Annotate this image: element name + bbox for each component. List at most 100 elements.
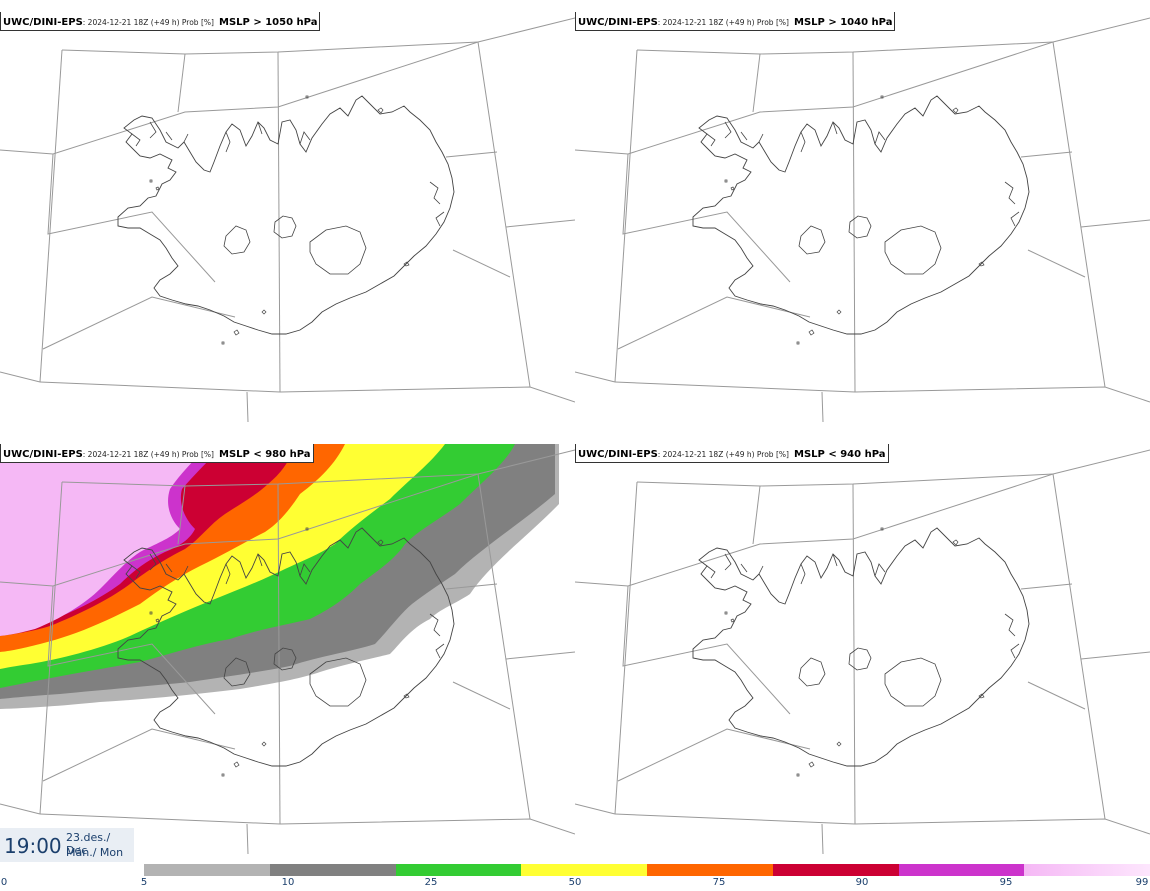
island-outline: [724, 611, 728, 615]
glacier-outline: [309, 225, 367, 275]
graticule-line: [0, 449, 575, 587]
graticule-line: [852, 483, 856, 825]
glacier-outline: [798, 657, 826, 687]
coastline-path: [692, 95, 1030, 335]
colorbar-labels: 0 5 10 25 50 75 90 95 99: [0, 877, 1150, 891]
graticule-line: [477, 473, 531, 820]
colorbar-tick-label: 99: [1135, 877, 1149, 888]
island-outline: [233, 761, 240, 768]
map-canvas: [575, 17, 1150, 423]
graticule-line: [575, 449, 1150, 587]
glacier-outline: [884, 657, 942, 707]
island-outline: [403, 693, 410, 699]
graticule-lines: [575, 17, 1150, 423]
map-canvas: [575, 449, 1150, 855]
island-outline: [377, 107, 384, 114]
colorbar-tick-label: 0: [0, 877, 8, 888]
colorbar-tick-label: 25: [424, 877, 438, 888]
island-outline: [149, 179, 153, 183]
graticule-line: [1020, 151, 1073, 158]
island-outline: [796, 773, 800, 777]
colorbar-segment: [898, 864, 1025, 876]
island-outline: [978, 693, 985, 699]
island-outline: [808, 329, 815, 336]
colorbar-segment: [144, 864, 270, 876]
colorbar-tick-label: 75: [712, 877, 726, 888]
graticule-line: [617, 296, 811, 350]
graticule-line: [47, 153, 216, 283]
model-name: UWC/DINI-EPS: [578, 17, 658, 28]
valid-date: 23.des./ Dec: [66, 831, 111, 857]
glacier-outline: [884, 225, 942, 275]
graticule-line: [505, 651, 575, 660]
glacier-outline: [273, 647, 297, 671]
colorbar-tick-label: 95: [999, 877, 1013, 888]
graticule-line: [821, 391, 824, 423]
island-outline: [261, 309, 267, 315]
coastline-path: [117, 527, 455, 767]
island-outline: [149, 611, 153, 615]
graticule-line: [622, 153, 791, 283]
colorbar-segment: [1024, 864, 1150, 876]
graticule-line: [617, 728, 811, 782]
graticule-line: [445, 151, 498, 158]
valid-weekday: Mán./ Mon: [66, 846, 124, 859]
graticule-line: [42, 728, 236, 782]
map-panel-mslp-gt-1050: UWC/DINI-EPS: 2024-12-21 18Z (+49 h) Pro…: [0, 12, 575, 432]
graticule-line: [0, 371, 41, 383]
glacier-outline: [273, 215, 297, 239]
graticule-line: [1027, 681, 1086, 710]
graticule-line: [575, 371, 616, 383]
map-canvas: [0, 444, 575, 855]
island-outline: [978, 261, 985, 267]
island-outline: [724, 179, 728, 183]
island-outline: [796, 341, 800, 345]
graticule-line: [614, 381, 1150, 403]
graticule-line: [177, 485, 186, 545]
fjord-path: [131, 121, 445, 227]
colorbar-tick-label: 50: [568, 877, 582, 888]
map-panel-mslp-gt-1040: UWC/DINI-EPS: 2024-12-21 18Z (+49 h) Pro…: [575, 12, 1150, 432]
coastline-path: [692, 527, 1030, 767]
graticule-line: [42, 296, 236, 350]
graticule-line: [1052, 473, 1106, 820]
graticule-lines: [575, 449, 1150, 855]
panel-title: UWC/DINI-EPS: 2024-12-21 18Z (+49 h) Pro…: [575, 444, 889, 463]
graticule-line: [39, 813, 575, 835]
panel-title: UWC/DINI-EPS: 2024-12-21 18Z (+49 h) Pro…: [0, 12, 321, 31]
run-info: : 2024-12-21 18Z (+49 h) Prob [%]: [82, 18, 214, 27]
fjord-path: [706, 121, 1020, 227]
panel-title: UWC/DINI-EPS: 2024-12-21 18Z (+49 h) Pro…: [575, 12, 896, 31]
graticule-line: [0, 17, 575, 155]
colorbar-segment: [395, 864, 522, 876]
island-outline: [880, 527, 884, 531]
graticule-line: [1052, 41, 1106, 388]
island-outline: [261, 741, 267, 747]
island-outline: [880, 95, 884, 99]
field-name: MSLP < 940 hPa: [794, 449, 886, 460]
map-canvas: [0, 17, 575, 423]
island-outline: [221, 773, 225, 777]
graticule-line: [452, 681, 511, 710]
island-outline: [305, 527, 309, 531]
colorbar-segment: [269, 864, 396, 876]
island-outline: [155, 186, 160, 191]
model-name: UWC/DINI-EPS: [3, 449, 83, 460]
iceland-coastline: [117, 95, 455, 345]
map-panel-mslp-lt-980: UWC/DINI-EPS: 2024-12-21 18Z (+49 h) Pro…: [0, 444, 575, 864]
island-outline: [730, 186, 735, 191]
graticule-line: [1020, 583, 1073, 590]
graticule-line: [445, 583, 498, 590]
graticule-lines: [0, 449, 575, 855]
run-info: : 2024-12-21 18Z (+49 h) Prob [%]: [82, 450, 214, 459]
graticule-line: [39, 381, 575, 403]
graticule-line: [477, 41, 531, 388]
iceland-coastline: [117, 527, 455, 777]
island-outline: [155, 618, 160, 623]
probability-colorbar: [144, 864, 1150, 876]
iceland-coastline: [692, 527, 1030, 777]
graticule-lines: [0, 17, 575, 423]
graticule-line: [246, 823, 249, 855]
valid-time: 19:00: [4, 834, 62, 858]
island-outline: [233, 329, 240, 336]
